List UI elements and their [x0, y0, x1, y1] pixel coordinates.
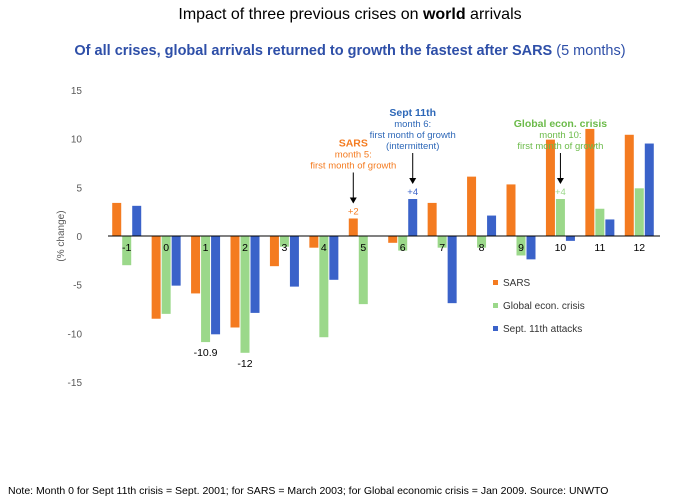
bar-global-econ-crisis--1 — [122, 236, 132, 266]
bar-global-econ-crisis-5 — [358, 236, 368, 305]
subtitle: Of all crises, global arrivals returned … — [0, 43, 700, 59]
annotation-arrow-head — [556, 178, 564, 185]
annotation-text: (intermittent) — [386, 141, 439, 152]
title-text: Impact of three previous crises on — [178, 6, 423, 23]
bar-sars-1 — [191, 236, 201, 294]
annotation-text: month 10: — [539, 130, 581, 141]
annotation-arrow-head — [409, 178, 417, 185]
bar-sars-8 — [467, 176, 477, 236]
annotation-text: first month of growth — [310, 160, 396, 171]
x-tick-label: 9 — [518, 242, 524, 254]
annotation-arrow-head — [349, 197, 357, 204]
data-label: +4 — [407, 187, 418, 198]
bar-sars-4 — [309, 236, 319, 248]
bar-global-econ-crisis-11 — [595, 208, 605, 236]
bar-global-econ-crisis-0 — [161, 236, 171, 314]
title-text-end: arrivals — [465, 6, 522, 23]
x-tick-label: 4 — [321, 242, 327, 254]
bar-sept-11th-attacks-6 — [408, 199, 418, 236]
bar-sept-11th-attacks-1 — [211, 236, 221, 335]
y-tick-label: -10 — [68, 329, 83, 340]
legend-label: Sept. 11th attacks — [503, 324, 582, 335]
annotation-text: month 5: — [335, 149, 372, 160]
x-tick-label: 0 — [163, 242, 169, 254]
page-title: Impact of three previous crises on world… — [0, 6, 700, 24]
x-tick-label: 12 — [633, 242, 645, 254]
bar-global-econ-crisis-10 — [555, 199, 565, 236]
legend-swatch-2 — [493, 326, 498, 331]
bar-global-econ-crisis-4 — [319, 236, 329, 338]
annotation-text: Sept 11th — [389, 107, 436, 119]
legend-swatch-1 — [493, 303, 498, 308]
bar-sept-11th-attacks-2 — [250, 236, 260, 313]
data-label: -10.9 — [194, 347, 218, 359]
footnote: Note: Month 0 for Sept 11th crisis = Sep… — [8, 485, 609, 497]
annotation-text: Global econ. crisis — [514, 118, 608, 130]
bar-sept-11th-attacks-9 — [526, 236, 536, 260]
data-label: +4 — [555, 187, 566, 198]
legend-label: SARS — [503, 278, 531, 289]
y-tick-label: 0 — [76, 232, 82, 243]
bar-sars-3 — [269, 236, 279, 267]
bar-sars-9 — [506, 184, 516, 236]
bar-global-econ-crisis-2 — [240, 236, 250, 353]
annotation-text: SARS — [339, 137, 368, 149]
bar-sars-6 — [388, 236, 398, 243]
bar-sars-7 — [427, 202, 437, 236]
x-tick-label: -1 — [122, 242, 131, 254]
annotation-text: first month of growth — [370, 130, 456, 141]
bar-global-econ-crisis-9 — [516, 236, 526, 256]
bar-sept-11th-attacks-11 — [605, 219, 615, 236]
y-tick-label: 5 — [76, 183, 82, 194]
bar-sept-11th-attacks-10 — [565, 236, 575, 241]
bar-global-econ-crisis-1 — [201, 236, 211, 343]
bar-sept-11th-attacks-8 — [487, 215, 497, 236]
bar-sars-10 — [545, 139, 555, 236]
x-tick-label: 11 — [594, 242, 605, 254]
x-tick-label: 5 — [360, 242, 366, 254]
y-tick-label: -15 — [68, 378, 83, 389]
subtitle-rest: (5 months) — [552, 43, 626, 59]
x-tick-label: 8 — [479, 242, 485, 254]
y-tick-label: -5 — [73, 281, 82, 292]
bar-sars-0 — [151, 236, 161, 319]
y-axis-label: (% change) — [56, 210, 67, 261]
bar-global-econ-crisis-7 — [437, 236, 447, 248]
x-tick-label: 1 — [203, 242, 209, 254]
bar-sept-11th-attacks-7 — [447, 236, 457, 304]
data-label: -12 — [237, 358, 252, 370]
x-tick-label: 3 — [282, 242, 288, 254]
x-tick-label: 10 — [555, 242, 567, 254]
bar-sept-11th-attacks--1 — [132, 205, 142, 236]
bar-sept-11th-attacks-0 — [171, 236, 181, 286]
x-tick-label: 7 — [439, 242, 445, 254]
bar-sars-12 — [624, 134, 634, 236]
bar-global-econ-crisis-8 — [477, 236, 487, 248]
bar-sars-11 — [585, 128, 595, 236]
bar-sept-11th-attacks-3 — [289, 236, 299, 287]
bar-global-econ-crisis-3 — [279, 236, 289, 247]
title-bold-text: world — [422, 6, 466, 23]
x-tick-label: 2 — [242, 242, 248, 254]
y-tick-label: 15 — [71, 86, 83, 97]
bar-sept-11th-attacks-12 — [644, 143, 654, 236]
y-tick-label: 10 — [71, 135, 83, 146]
bar-sept-11th-attacks-4 — [329, 236, 339, 280]
legend-swatch-0 — [493, 280, 498, 285]
subtitle-bold: Of all crises, global arrivals returned … — [74, 43, 553, 59]
legend-label: Global econ. crisis — [503, 301, 585, 312]
annotation-text: first month of growth — [517, 141, 603, 152]
x-tick-label: 6 — [400, 242, 406, 254]
annotation-text: month 6: — [394, 119, 431, 130]
bar-sars--1 — [112, 202, 122, 236]
bar-global-econ-crisis-12 — [634, 188, 644, 236]
bar-global-econ-crisis-6 — [398, 236, 408, 251]
data-label: +2 — [348, 206, 359, 217]
bar-sars-2 — [230, 236, 240, 328]
bar-sars-5 — [348, 218, 358, 236]
